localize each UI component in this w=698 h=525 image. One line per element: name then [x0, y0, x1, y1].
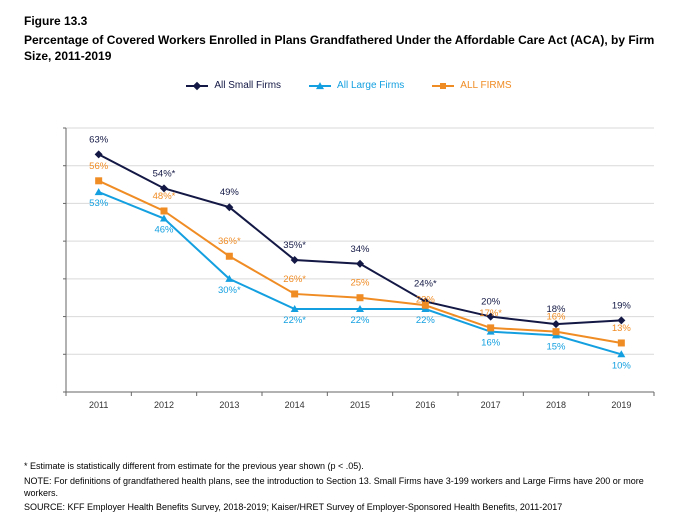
svg-text:2015: 2015 [350, 400, 370, 410]
legend-label: All Small Firms [214, 80, 281, 91]
note-significance: * Estimate is statistically different fr… [24, 460, 674, 472]
legend-item-all-firms: ALL FIRMS [432, 80, 511, 91]
svg-text:48%*: 48%* [153, 191, 176, 202]
svg-text:36%*: 36%* [218, 236, 241, 247]
svg-text:2013: 2013 [219, 400, 239, 410]
svg-text:2011: 2011 [89, 400, 108, 410]
note-source: SOURCE: KFF Employer Health Benefits Sur… [24, 501, 674, 513]
chart-legend: All Small Firms All Large Firms ALL FIRM… [0, 80, 698, 91]
svg-text:22%*: 22%* [283, 315, 306, 326]
figure-label: Figure 13.3 [24, 14, 87, 28]
line-chart: 0%10%20%30%40%50%60%70%20112012201320142… [60, 110, 664, 420]
svg-text:22%: 22% [416, 315, 436, 326]
svg-text:2012: 2012 [154, 400, 174, 410]
svg-text:49%: 49% [220, 187, 240, 198]
svg-text:10%: 10% [612, 360, 632, 371]
svg-text:46%: 46% [154, 225, 174, 236]
svg-text:13%: 13% [612, 323, 632, 334]
svg-text:34%: 34% [350, 244, 370, 255]
svg-text:23%: 23% [416, 294, 436, 305]
svg-text:30%*: 30%* [218, 285, 241, 296]
svg-text:2016: 2016 [415, 400, 435, 410]
svg-text:35%*: 35%* [283, 240, 306, 251]
svg-text:2018: 2018 [546, 400, 566, 410]
svg-text:2019: 2019 [611, 400, 631, 410]
svg-text:17%*: 17%* [479, 308, 502, 319]
legend-item-small-firms: All Small Firms [186, 80, 281, 91]
svg-text:56%: 56% [89, 161, 109, 172]
chart-svg: 0%10%20%30%40%50%60%70%20112012201320142… [60, 110, 664, 420]
legend-label: All Large Firms [337, 80, 404, 91]
svg-text:19%: 19% [612, 300, 632, 311]
svg-text:2014: 2014 [285, 400, 305, 410]
svg-text:53%: 53% [89, 198, 109, 209]
legend-label: ALL FIRMS [460, 80, 511, 91]
svg-text:2017: 2017 [481, 400, 501, 410]
legend-item-large-firms: All Large Firms [309, 80, 404, 91]
svg-text:24%*: 24%* [414, 278, 437, 289]
svg-text:54%*: 54%* [153, 168, 176, 179]
svg-text:16%: 16% [546, 312, 566, 323]
figure-title: Percentage of Covered Workers Enrolled i… [24, 32, 674, 64]
svg-text:25%: 25% [350, 278, 370, 289]
svg-text:15%: 15% [546, 341, 566, 352]
svg-text:63%: 63% [89, 134, 109, 145]
note-definitions: NOTE: For definitions of grandfathered h… [24, 475, 674, 499]
svg-text:26%*: 26%* [283, 274, 306, 285]
svg-text:16%: 16% [481, 338, 501, 349]
svg-text:22%: 22% [350, 315, 370, 326]
svg-text:20%: 20% [481, 297, 501, 308]
chart-notes: * Estimate is statistically different fr… [24, 460, 674, 515]
